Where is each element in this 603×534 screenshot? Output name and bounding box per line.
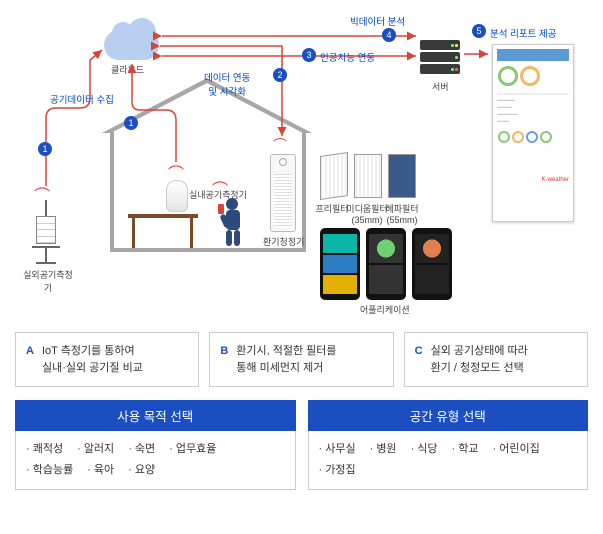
- flow-num-1: 1: [38, 142, 52, 156]
- space-header: 공간 유형 선택: [308, 400, 589, 431]
- flow-num-1b: 1: [124, 116, 138, 130]
- flow-num-3: 3: [302, 48, 316, 62]
- flow-num-4: 4: [382, 28, 396, 42]
- abc-row: AIoT 측정기를 통하여 실내·실외 공기질 비교 B환기시, 적절한 필터를…: [15, 332, 588, 387]
- space-item[interactable]: · 어린이집: [493, 439, 540, 460]
- box-b-letter: B: [220, 343, 228, 376]
- purpose-item[interactable]: · 요양: [128, 460, 155, 481]
- purpose-item[interactable]: · 숙면: [128, 439, 155, 460]
- selection-row: 사용 목적 선택 · 쾌적성· 알러지· 숙면· 업무효율· 학습능률· 육아·…: [15, 400, 588, 490]
- purpose-item[interactable]: · 육아: [87, 460, 114, 481]
- flow-label-4: 빅데이터 분석: [350, 14, 405, 28]
- box-b-text: 환기시, 적절한 필터를 통해 미세먼지 제거: [236, 343, 336, 376]
- purpose-item[interactable]: · 학습능률: [26, 460, 73, 481]
- flow-label-3: 인공지능 연동: [320, 50, 375, 64]
- flow-num-2: 2: [273, 68, 287, 82]
- space-item[interactable]: · 병원: [370, 439, 397, 460]
- box-c-text: 실외 공기상태에 따라 환기 / 청정모드 선택: [431, 343, 528, 376]
- purpose-item[interactable]: · 업무효율: [169, 439, 216, 460]
- purpose-body: · 쾌적성 · 알러지 · 숙면 · 업무효율 · 학습능률 · 육아 · 요양: [15, 431, 296, 490]
- purpose-col: 사용 목적 선택 · 쾌적성· 알러지· 숙면· 업무효율· 학습능률· 육아·…: [15, 400, 296, 490]
- flow-label-1: 공기데이터 수집: [50, 92, 114, 106]
- space-item[interactable]: · 사무실: [319, 439, 356, 460]
- box-b: B환기시, 적절한 필터를 통해 미세먼지 제거: [209, 332, 393, 387]
- purpose-item[interactable]: · 쾌적성: [26, 439, 63, 460]
- flow-label-2: 데이터 연동 및 시각화: [204, 70, 250, 98]
- purpose-header: 사용 목적 선택: [15, 400, 296, 431]
- space-item[interactable]: · 학교: [452, 439, 479, 460]
- system-diagram: 클라우드 ⌒ 실외공기측정기 ⌒ 실내공기측정기 ⌒ ⌒ 환기청정기: [20, 10, 583, 310]
- space-col: 공간 유형 선택 · 사무실 · 병원 · 식당 · 학교 · 어린이집 · 가정집: [308, 400, 589, 490]
- box-a-text: IoT 측정기를 통하여 실내·실외 공기질 비교: [42, 343, 143, 376]
- space-item[interactable]: · 식당: [411, 439, 438, 460]
- flow-label-5: 분석 리포트 제공: [490, 26, 556, 40]
- space-body: · 사무실 · 병원 · 식당 · 학교 · 어린이집 · 가정집: [308, 431, 589, 490]
- space-item[interactable]: · 가정집: [319, 460, 356, 481]
- box-a: AIoT 측정기를 통하여 실내·실외 공기질 비교: [15, 332, 199, 387]
- box-a-letter: A: [26, 343, 34, 376]
- flow-num-5: 5: [472, 24, 486, 38]
- box-c-letter: C: [415, 343, 423, 376]
- flow-arrows: [20, 10, 580, 310]
- box-c: C실외 공기상태에 따라 환기 / 청정모드 선택: [404, 332, 588, 387]
- purpose-item[interactable]: · 알러지: [77, 439, 114, 460]
